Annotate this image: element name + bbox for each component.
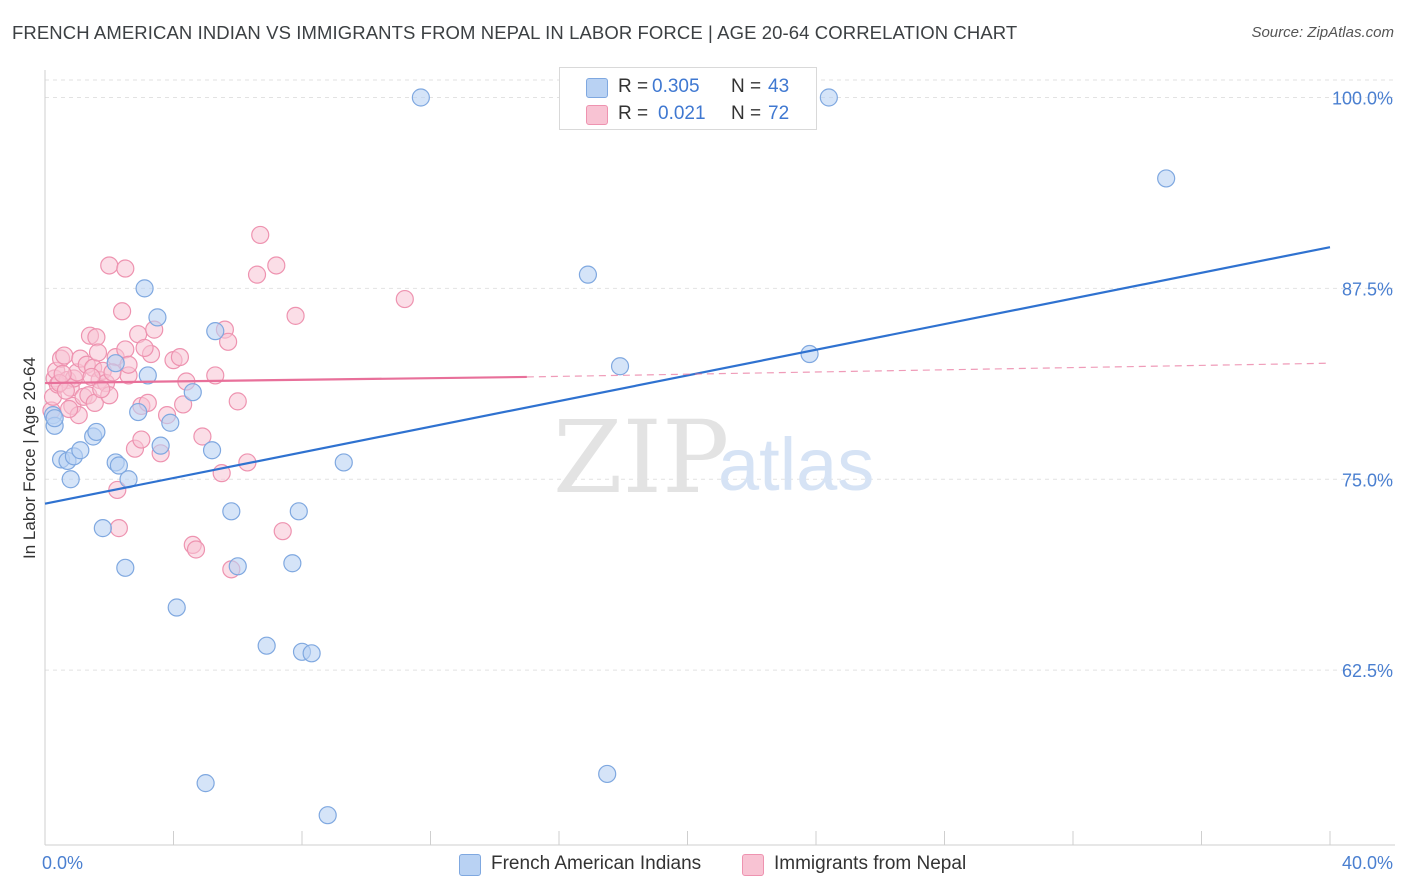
data-point-french-american-indian [109, 456, 128, 475]
data-point-french-american-indian [283, 554, 302, 573]
data-point-nepal [193, 427, 212, 446]
data-point-nepal [186, 540, 206, 559]
data-point-nepal [273, 522, 292, 541]
correlation-legend: R = 0.305 N = 43 R = 0.021 N = 72 [559, 67, 817, 130]
data-point-nepal [286, 306, 305, 325]
legend-r-value: 0.305 [652, 76, 700, 97]
axes [44, 70, 1395, 846]
trend-lines [44, 246, 1331, 505]
data-point-french-american-indian [800, 344, 819, 364]
data-point-french-american-indian [610, 357, 630, 376]
data-point-french-american-indian [302, 644, 321, 663]
x-tick-label: 0.0% [42, 853, 83, 873]
data-point-french-american-indian [93, 519, 112, 538]
trend-line-nepal [44, 375, 527, 385]
data-point-french-american-indian [289, 502, 308, 521]
data-point-nepal [170, 347, 190, 367]
source-label: Source: ZipAtlas.com [1251, 24, 1394, 41]
data-point-nepal [56, 381, 75, 400]
data-point-french-american-indian [598, 764, 617, 784]
data-point-french-american-indian [202, 441, 222, 460]
data-point-french-american-indian [206, 322, 225, 341]
y-tick-label: 100.0% [1332, 89, 1393, 109]
data-point-french-american-indian [45, 409, 64, 428]
legend-swatch-blue [586, 78, 608, 98]
data-point-nepal [112, 302, 132, 321]
legend-r-label: R = [618, 76, 649, 97]
data-point-french-american-indian [148, 308, 167, 327]
y-tick-label: 62.5% [1342, 661, 1393, 681]
legend-n-value: 72 [768, 103, 790, 124]
data-point-french-american-indian [167, 598, 186, 617]
data-point-nepal [53, 364, 72, 383]
data-point-french-american-indian [318, 806, 337, 825]
data-point-french-american-indian [106, 354, 125, 373]
chart-title: FRENCH AMERICAN INDIAN VS IMMIGRANTS FRO… [12, 22, 1018, 43]
data-point-french-american-indian [334, 453, 353, 472]
data-point-nepal [247, 265, 267, 284]
data-point-nepal [116, 259, 135, 278]
legend-r-label: R = [618, 103, 649, 124]
data-point-nepal [174, 395, 193, 414]
watermark-zip: ZIP [553, 399, 729, 516]
data-point-french-american-indian [578, 265, 598, 284]
data-point-nepal [59, 399, 79, 419]
data-point-french-american-indian [61, 470, 80, 489]
y-tick-labels: 62.5% 75.0% 87.5% 100.0% [1332, 89, 1393, 682]
data-point-nepal [82, 367, 101, 387]
legend-n-value: 43 [768, 76, 790, 97]
y-axis-label: In Labor Force | Age 20-64 [20, 357, 39, 559]
data-point-french-american-indian [196, 774, 215, 793]
data-point-french-american-indian [161, 413, 180, 432]
data-point-nepal [206, 366, 225, 385]
data-point-french-american-indian [151, 436, 170, 455]
grid-lines [45, 79, 1395, 671]
data-point-french-american-indian [71, 441, 90, 460]
data-point-nepal [55, 346, 74, 365]
data-point-french-american-indian [183, 383, 202, 402]
data-point-nepal [132, 430, 151, 449]
legend-swatch-pink [586, 105, 608, 125]
data-point-nepal [87, 328, 106, 347]
trend-line-french-american-indians [44, 246, 1331, 505]
data-point-nepal [135, 338, 154, 358]
data-point-nepal [267, 256, 286, 275]
data-point-nepal [251, 225, 270, 245]
bottom-legend-swatch-blue [459, 854, 481, 876]
data-point-nepal [395, 289, 414, 309]
data-point-french-american-indian [116, 558, 135, 577]
y-tick-label: 87.5% [1342, 279, 1393, 299]
data-point-french-american-indian [135, 279, 154, 298]
legend-n-label: N = [731, 103, 762, 124]
legend-r-value: 0.021 [658, 103, 706, 124]
data-point-nepal [88, 343, 108, 362]
trend-line-nepal-extrapolated [526, 362, 1331, 378]
data-point-french-american-indian [87, 422, 106, 442]
data-point-french-american-indian [228, 557, 247, 576]
data-point-nepal [228, 392, 247, 411]
data-point-french-american-indian [138, 366, 157, 385]
data-point-french-american-indian [129, 402, 148, 422]
bottom-legend-label: Immigrants from Nepal [774, 853, 967, 874]
series-french-american-indians [43, 88, 1176, 825]
data-point-french-american-indian [1157, 169, 1176, 188]
bottom-legend-label: French American Indians [491, 853, 702, 874]
data-point-nepal [92, 380, 111, 399]
x-tick-label: 40.0% [1342, 853, 1393, 873]
data-point-nepal [100, 256, 119, 275]
data-point-french-american-indian [222, 502, 241, 521]
data-point-french-american-indian [411, 88, 430, 107]
data-point-nepal [219, 332, 238, 351]
data-point-french-american-indian [257, 636, 276, 655]
watermark-atlas: atlas [718, 423, 874, 506]
legend-n-label: N = [731, 76, 762, 97]
data-point-french-american-indian [819, 88, 838, 107]
bottom-legend-swatch-pink [742, 854, 764, 876]
y-tick-label: 75.0% [1342, 470, 1393, 490]
watermark: ZIP atlas [553, 399, 874, 516]
data-point-nepal [109, 519, 128, 538]
x-tick-labels: 0.0% 40.0% [42, 853, 1393, 873]
